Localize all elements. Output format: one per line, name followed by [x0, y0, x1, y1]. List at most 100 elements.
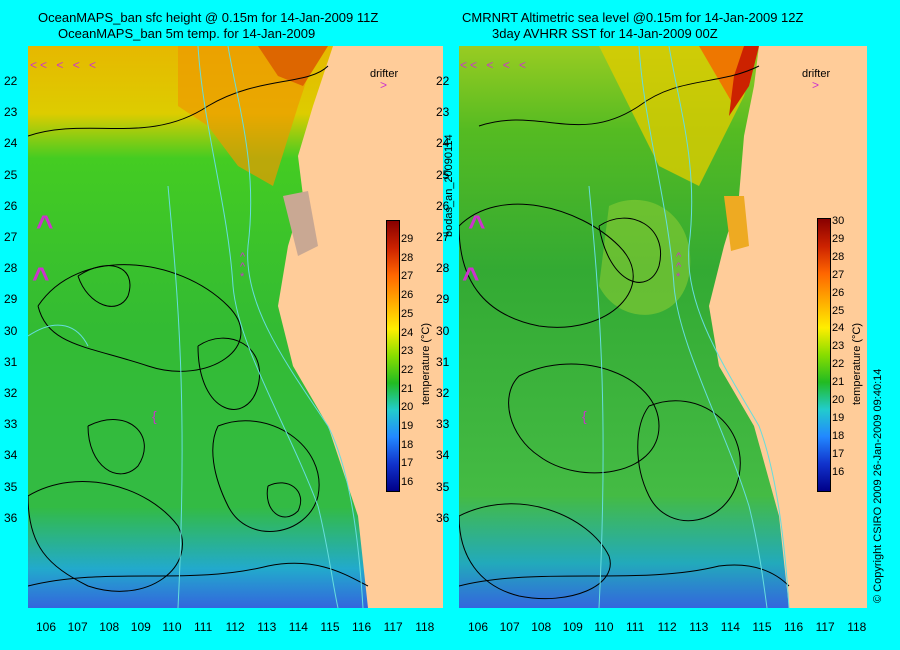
lat-tick-label: 24 [436, 136, 450, 151]
colorbar-tick-label: 28 [401, 251, 414, 264]
lon-tick-label: 108 [99, 620, 120, 634]
lon-tick-label: 115 [752, 620, 772, 634]
lat-tick-label: 35 [436, 479, 450, 494]
lon-tick-label: 110 [162, 620, 182, 634]
left-map-graphic [28, 46, 443, 608]
colorbar-tick-label: 27 [401, 270, 414, 283]
right-title-1: CMRNRT Altimetric sea level @0.15m for 1… [462, 10, 804, 25]
copyright-label: © Copyright CSIRO 2009 26-Jan-2009 09:40… [872, 368, 884, 603]
lat-tick-label: 32 [4, 386, 18, 400]
left-title-1: OceanMAPS_ban sfc height @ 0.15m for 14-… [38, 10, 379, 25]
colorbar-tick-label: 16 [832, 465, 845, 478]
colorbar-tick-label: 22 [832, 358, 845, 371]
lon-tick-label: 118 [847, 620, 867, 634]
colorbar-tick-label: 20 [401, 401, 414, 414]
lon-tick-label: 112 [657, 620, 677, 634]
left-colorbar-label: temperature (°C) [420, 322, 432, 405]
colorbar-tick-label: 24 [832, 322, 845, 335]
right-drifter-track-top: << < < < [460, 58, 530, 72]
lat-tick-label: 25 [436, 167, 450, 182]
right-map-graphic [459, 46, 867, 608]
lon-tick-label: 116 [352, 620, 372, 634]
left-title-2: OceanMAPS_ban 5m temp. for 14-Jan-2009 [58, 26, 316, 41]
lon-tick-label: 116 [784, 620, 804, 634]
lat-tick-label: 36 [436, 510, 450, 525]
lon-tick-label: 112 [225, 620, 245, 634]
lon-tick-label: 108 [531, 620, 552, 634]
lat-tick-label: 29 [436, 292, 450, 307]
left-drifter-legend-arrow: > [380, 78, 388, 92]
colorbar-tick-label: 30 [832, 215, 845, 227]
lon-tick-label: 106 [468, 620, 489, 634]
lon-tick-label: 115 [320, 620, 340, 634]
lat-tick-label: 27 [436, 230, 450, 244]
right-drifter-track-b: ^ [462, 262, 480, 295]
colorbar-tick-label: 21 [832, 376, 845, 389]
lon-tick-label: 111 [194, 620, 213, 634]
lat-tick-label: 31 [436, 354, 450, 369]
lat-tick-label: 26 [4, 198, 18, 213]
lon-tick-label: 118 [415, 620, 435, 634]
left-drifter-track-a: ^ [36, 210, 54, 243]
lat-tick-label: 35 [4, 479, 18, 494]
lon-tick-label: 113 [689, 620, 709, 634]
colorbar-tick-label: 23 [832, 340, 845, 353]
lat-tick-label: 33 [4, 417, 18, 432]
left-drifter-track-b: ^ [32, 262, 50, 295]
colorbar-tick-label: 23 [401, 345, 414, 358]
lat-tick-label: 33 [436, 417, 450, 432]
colorbar-tick-label: 19 [832, 411, 845, 424]
colorbar-tick-label: 21 [401, 382, 414, 395]
colorbar-tick-label: 20 [832, 394, 845, 406]
colorbar-tick-label: 18 [832, 429, 845, 442]
colorbar-tick-label: 19 [401, 420, 414, 432]
colorbar-tick-label: 26 [401, 289, 414, 302]
right-title-2: 3day AVHRR SST for 14-Jan-2009 00Z [492, 26, 718, 41]
lat-tick-label: 36 [4, 510, 18, 525]
colorbar-tick-label: 28 [832, 250, 845, 263]
lon-tick-label: 114 [288, 620, 308, 634]
lon-tick-label: 107 [499, 620, 520, 634]
lon-tick-label: 111 [626, 620, 645, 634]
lat-tick-label: 28 [4, 261, 18, 276]
lon-tick-label: 106 [36, 620, 57, 634]
colorbar-tick-label: 26 [832, 286, 845, 299]
right-colorbar [817, 218, 831, 492]
lon-tick-label: 117 [383, 620, 403, 634]
right-drifter-track-c: ^ ^ * [676, 251, 682, 283]
lat-tick-label: 28 [436, 261, 450, 276]
colorbar-tick-label: 29 [832, 232, 845, 245]
lat-tick-label: 23 [436, 105, 450, 120]
right-drifter-legend-arrow: > [812, 78, 820, 92]
lat-tick-label: 30 [4, 323, 18, 338]
right-colorbar-label: temperature (°C) [851, 322, 863, 405]
left-map [28, 46, 443, 608]
left-colorbar [386, 220, 400, 492]
colorbar-tick-label: 17 [832, 447, 845, 460]
lon-tick-label: 107 [67, 620, 88, 634]
right-drifter-track-a: ^ [468, 210, 486, 243]
lat-tick-label: 22 [4, 74, 18, 88]
lat-tick-label: 34 [4, 448, 18, 463]
lat-tick-label: 22 [436, 74, 450, 88]
lon-tick-label: 109 [130, 620, 151, 634]
lon-tick-label: 109 [562, 620, 583, 634]
colorbar-tick-label: 18 [401, 438, 414, 451]
lat-tick-label: 24 [4, 136, 18, 151]
colorbar-tick-label: 29 [401, 233, 414, 245]
lat-tick-label: 23 [4, 105, 18, 120]
left-drifter-track-c: ^ ^ * [240, 251, 246, 283]
lat-tick-label: 32 [436, 386, 450, 400]
left-drifter-track-d: { [152, 408, 157, 424]
colorbar-tick-label: 25 [832, 304, 845, 317]
colorbar-tick-label: 25 [401, 307, 414, 320]
left-drifter-label: drifter [370, 68, 399, 80]
right-map [459, 46, 867, 608]
lon-tick-label: 113 [257, 620, 277, 634]
right-drifter-track-d: { [582, 408, 587, 424]
right-drifter-label: drifter [802, 68, 831, 80]
lon-tick-label: 110 [594, 620, 614, 634]
left-drifter-track-top: << < < < [30, 58, 100, 72]
colorbar-tick-label: 16 [401, 476, 414, 489]
lat-tick-label: 25 [4, 167, 18, 182]
